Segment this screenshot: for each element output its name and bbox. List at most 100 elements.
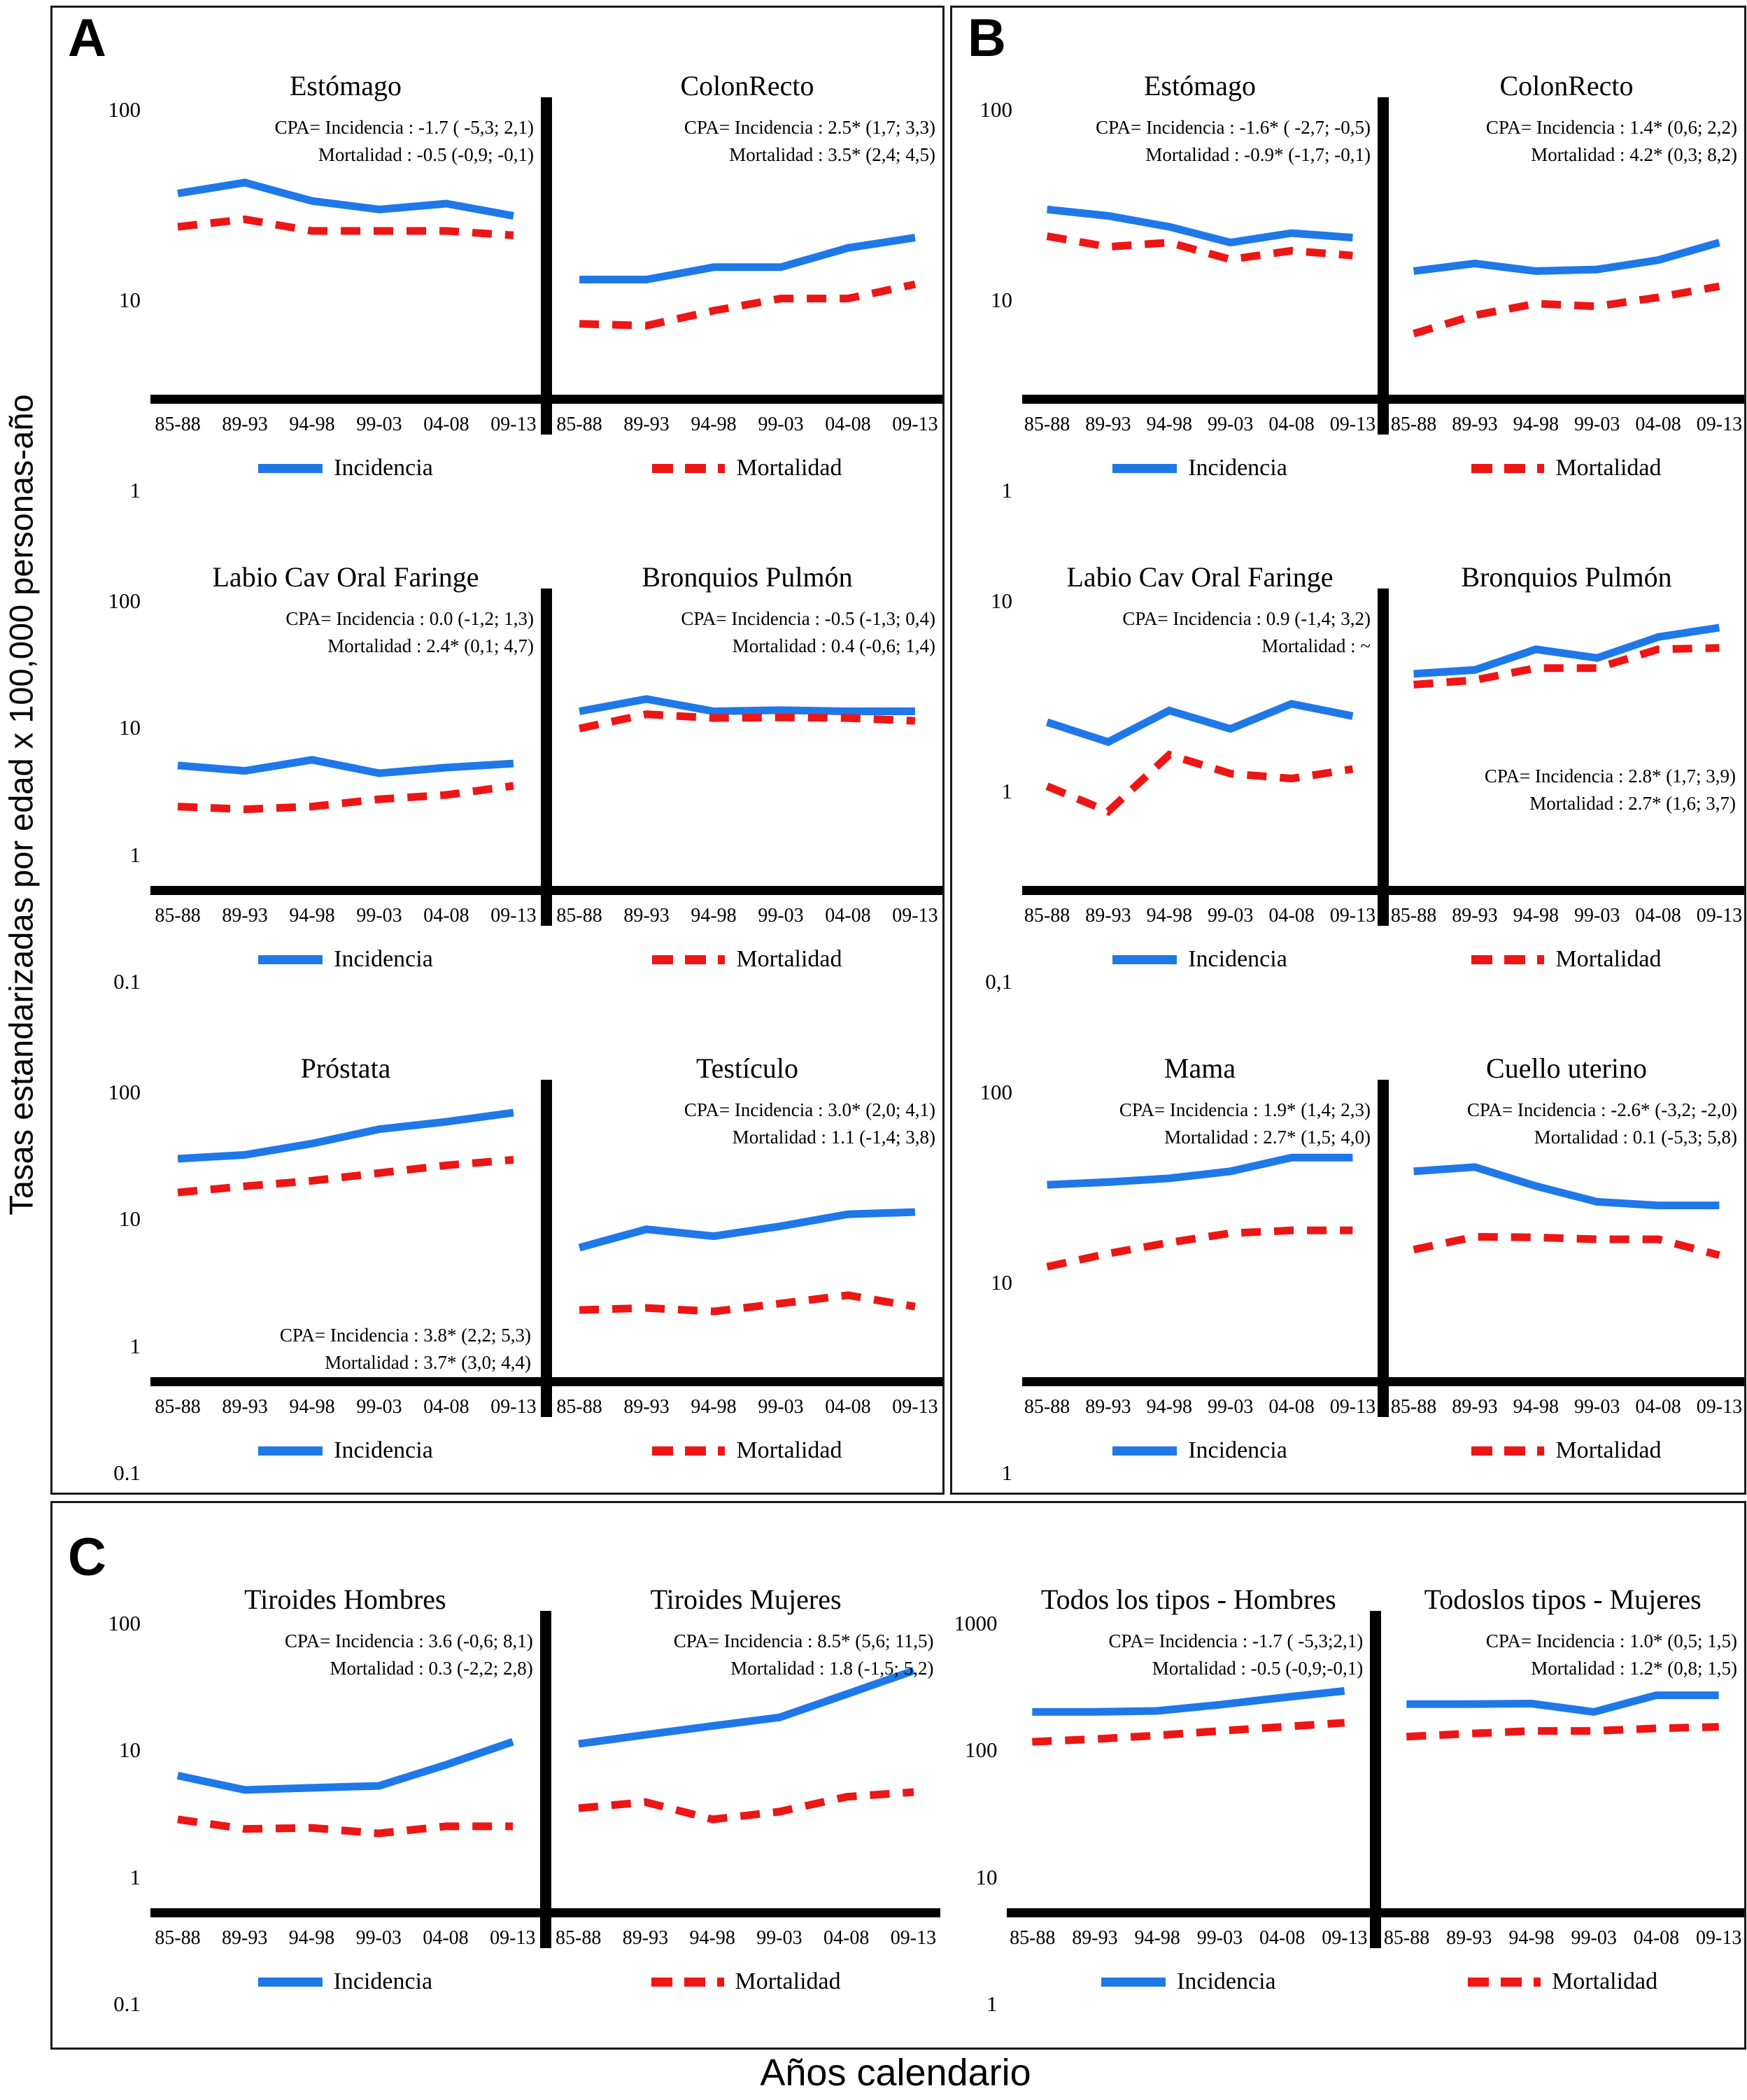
x-axis-tick: 94-98 bbox=[289, 905, 335, 926]
legend-incidencia-swatch bbox=[258, 1446, 323, 1456]
x-axis-tick: 09-13 bbox=[1322, 1927, 1368, 1949]
cpa-incidencia-line: CPA= Incidencia : 1.4* (0,6; 2,2) bbox=[1485, 117, 1737, 138]
chart-title: Bronquios Pulmón bbox=[642, 561, 853, 593]
y-axis-tick: 1000 bbox=[954, 1611, 998, 1635]
mortalidad-line bbox=[177, 1155, 514, 1197]
x-axis-tick: 85-88 bbox=[1010, 1927, 1056, 1949]
cpa-annotation: CPA= Incidencia : 1.4* (0,6; 2,2) Mortali… bbox=[1486, 114, 1737, 169]
x-axis-tick: 04-08 bbox=[1268, 414, 1315, 435]
x-axis-tick: 04-08 bbox=[1259, 1927, 1306, 1949]
x-axis-tick: 09-13 bbox=[1696, 905, 1743, 926]
cpa-mortalidad-line: Mortalidad : 2.7* (1,6; 3,7) bbox=[1529, 793, 1736, 815]
x-axis-tick: 94-98 bbox=[1146, 414, 1192, 435]
legend-incidencia-label: Incidencia bbox=[334, 455, 433, 481]
x-axis-tick: 94-98 bbox=[288, 1927, 335, 1949]
chart-title: ColonRecto bbox=[1499, 69, 1634, 101]
line-chart-pr-stata bbox=[177, 1108, 514, 1197]
cpa-mortalidad-line: Mortalidad : -0.5 (-0,9; -0,1) bbox=[318, 144, 534, 166]
chart-title: Estómago bbox=[290, 69, 402, 101]
incidencia-line bbox=[1413, 623, 1720, 678]
chart-plot-area: CPA= Incidencia : 2.5* (1,7; 3,3) Mortali… bbox=[552, 110, 942, 404]
panel-c-pairs: 100 10 1 0.1 Tiroides Hombres Tiroides Mujere… bbox=[52, 1535, 1744, 2022]
mortalidad-line bbox=[579, 1291, 916, 1316]
y-axis-tick: 0.1 bbox=[113, 1460, 141, 1485]
cpa-mortalidad-line: Mortalidad : 1.8 (-1,5; 5,2) bbox=[730, 1658, 934, 1679]
incidencia-line bbox=[1032, 1686, 1345, 1716]
x-axis-tick: 94-98 bbox=[691, 905, 737, 926]
x-axis-tick: 99-03 bbox=[356, 1396, 402, 1418]
mortalidad-line bbox=[1046, 1226, 1353, 1271]
x-axis-tick: 09-13 bbox=[1696, 1396, 1743, 1418]
y-axis-tick: 10 bbox=[991, 589, 1012, 613]
legend-incidencia-label: Incidencia bbox=[1188, 1437, 1287, 1463]
x-axis-tick: 94-98 bbox=[1513, 905, 1559, 926]
x-axis-tick: 99-03 bbox=[1208, 1396, 1254, 1418]
y-axis-tick: 1 bbox=[129, 478, 141, 502]
x-axis-tick: 99-03 bbox=[758, 905, 804, 926]
x-axis-tick: 04-08 bbox=[823, 1927, 870, 1949]
chart-title: Bronquios Pulmón bbox=[1461, 561, 1672, 593]
x-axis-tick: 94-98 bbox=[1513, 1396, 1559, 1418]
x-axis-tick: 89-93 bbox=[222, 905, 268, 926]
legend-incidencia-label: Incidencia bbox=[333, 1968, 433, 1994]
legend-mortalidad: Mortalidad bbox=[552, 1428, 942, 1473]
cpa-annotation: CPA= Incidencia : -1.7 ( -5,3; 2,1) Morta… bbox=[275, 114, 534, 169]
mortalidad-line bbox=[1045, 750, 1354, 817]
x-axis-tick: 09-13 bbox=[890, 1927, 937, 1949]
line-chart-todoslos-tipos-mujeres bbox=[1406, 1691, 1720, 1741]
y-axis: 100 10 1 0.1 bbox=[52, 1043, 150, 1485]
x-axis-tick: 09-13 bbox=[892, 414, 938, 435]
x-axis-tick: 04-08 bbox=[1268, 905, 1315, 926]
incidencia-line bbox=[177, 1108, 514, 1163]
x-axis-tick: 89-93 bbox=[222, 1927, 268, 1949]
y-axis-tick: 1 bbox=[129, 842, 141, 867]
pair-divider-bar bbox=[541, 1080, 552, 1417]
legend-mortalidad-swatch bbox=[652, 954, 726, 964]
mortalidad-line bbox=[1406, 1723, 1720, 1741]
cpa-annotation: CPA= Incidencia : -2.6* (-3,2; -2,0) Mort… bbox=[1467, 1097, 1737, 1151]
y-axis-label: Tasas estandarizadas por edad x 100,000 … bbox=[2, 394, 40, 1215]
x-axis: 85-88 89-93 94-98 99-03 04-08 09-13 bbox=[1389, 1392, 1744, 1424]
chart-plot-area: CPA= Incidencia : 0.9 (-1,4; 3,2) Mortali… bbox=[1022, 601, 1378, 895]
x-axis: 85-88 89-93 94-98 99-03 04-08 09-13 bbox=[552, 901, 942, 933]
chart-plot-area: CPA= Incidencia : 3.8* (2,2; 5,3) Mortali… bbox=[150, 1092, 541, 1386]
cpa-incidencia-line: CPA= Incidencia : 8.5* (5,6; 11,5) bbox=[673, 1630, 934, 1651]
cpa-annotation: CPA= Incidencia : 3.0* (2,0; 4,1) Mortali… bbox=[684, 1097, 935, 1151]
cpa-annotation: CPA= Incidencia : 1.0* (0,5; 1,5) Mortali… bbox=[1486, 1628, 1737, 1682]
y-axis-tick: 1 bbox=[129, 1333, 141, 1358]
legend-mortalidad: Mortalidad bbox=[1389, 1428, 1744, 1473]
legend-incidencia: Incidencia bbox=[1022, 937, 1378, 982]
chart-title: ColonRecto bbox=[680, 69, 814, 101]
chart-title: Todoslos tipos - Mujeres bbox=[1424, 1583, 1702, 1615]
cpa-incidencia-line: CPA= Incidencia : 3.0* (2,0; 4,1) bbox=[684, 1099, 935, 1120]
pair-divider-bar bbox=[1378, 97, 1389, 435]
line-chart-mama bbox=[1046, 1153, 1353, 1271]
x-axis-tick: 89-93 bbox=[1452, 414, 1498, 435]
legend-incidencia-label: Incidencia bbox=[1188, 455, 1287, 481]
x-axis-tick: 94-98 bbox=[1134, 1927, 1180, 1949]
cpa-mortalidad-line: Mortalidad : 0.3 (-2,2; 2,8) bbox=[330, 1658, 533, 1679]
legend-incidencia-swatch bbox=[258, 463, 323, 473]
x-axis-tick: 99-03 bbox=[756, 1927, 802, 1949]
cpa-incidencia-line: CPA= Incidencia : 0.9 (-1,4; 3,2) bbox=[1122, 608, 1371, 629]
cpa-mortalidad-line: Mortalidad : ~ bbox=[1261, 635, 1371, 657]
y-axis: 100 10 1 bbox=[952, 61, 1022, 502]
x-axis-tick: 09-13 bbox=[490, 1927, 536, 1949]
legend-mortalidad-swatch bbox=[652, 1446, 726, 1456]
cpa-incidencia-line: CPA= Incidencia : 2.8* (1,7; 3,9) bbox=[1484, 766, 1736, 787]
legend-mortalidad-label: Mortalidad bbox=[1552, 1968, 1658, 1994]
x-axis-tick: 09-13 bbox=[1329, 1396, 1376, 1418]
cpa-mortalidad-line: Mortalidad : -0.9* (-1,7; -0,1) bbox=[1145, 144, 1371, 166]
line-chart-test-culo bbox=[578, 1208, 916, 1316]
chart-pair: 100 10 1 0.1 Tiroides Hombres Tiroides Mujere… bbox=[52, 1535, 941, 2022]
x-axis-tick: 99-03 bbox=[1196, 1927, 1243, 1949]
x-axis-tick: 99-03 bbox=[1574, 414, 1620, 435]
x-axis-tick: 99-03 bbox=[1571, 1927, 1617, 1949]
x-axis-tick: 85-88 bbox=[1024, 905, 1070, 926]
x-axis-tick: 94-98 bbox=[1508, 1927, 1555, 1949]
line-chart-tiroides-mujeres bbox=[577, 1667, 915, 1824]
y-axis: 100 10 1 bbox=[952, 1043, 1022, 1485]
x-axis-tick: 09-13 bbox=[490, 1396, 537, 1418]
y-axis-tick: 100 bbox=[108, 1080, 141, 1104]
chart-pair: 1000 100 10 1 Todos los tipos - Hombres Todos… bbox=[940, 1535, 1744, 2022]
